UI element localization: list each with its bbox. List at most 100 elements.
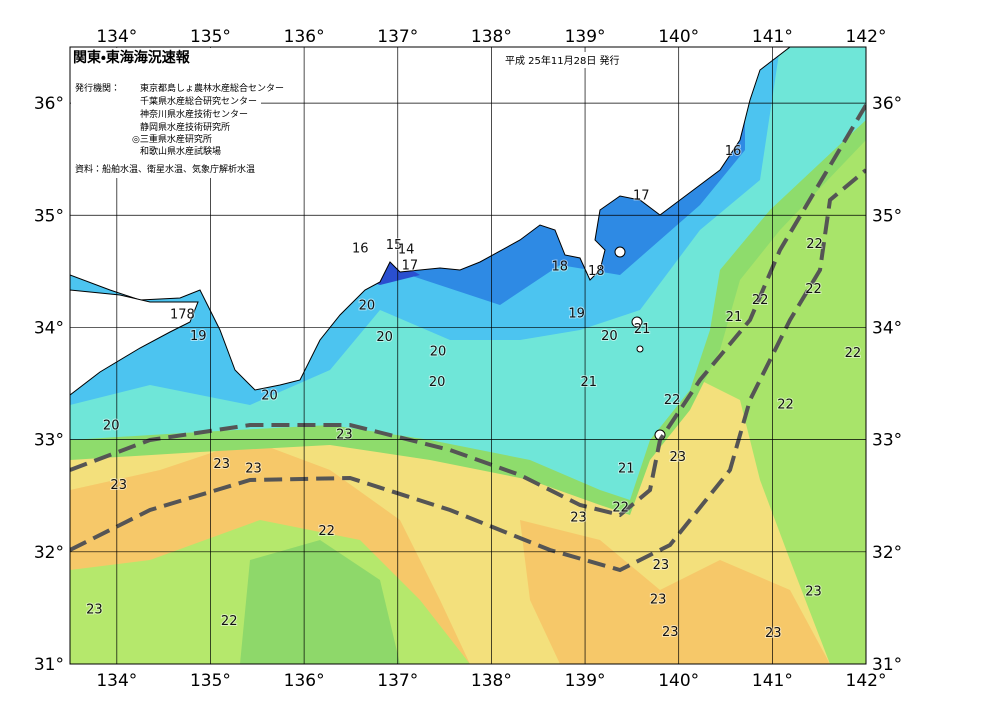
contour-label: 22 bbox=[752, 293, 769, 308]
contour-label: 20 bbox=[429, 375, 446, 390]
contour-label: 22 bbox=[845, 346, 862, 361]
lon-label-top: 138° bbox=[471, 27, 512, 47]
lon-label-bottom: 142° bbox=[846, 671, 887, 691]
axis-labels: 134° 134° 135° 135° 136° 136° 137° 137° 138° 138°… bbox=[34, 27, 902, 691]
issuer: ◎三重県水産研究所 bbox=[132, 133, 212, 145]
issuer: 静岡県水産技術研究所 bbox=[140, 121, 230, 133]
contour-label: 22 bbox=[806, 237, 823, 252]
kuroshio-axis bbox=[70, 103, 866, 518]
kuroshio-edge bbox=[70, 168, 866, 573]
contour-label: 16 bbox=[725, 144, 742, 159]
lat-label-left: 33° bbox=[34, 431, 64, 451]
contour-label: 17 bbox=[402, 258, 419, 273]
contour-label: 20 bbox=[601, 329, 618, 344]
contour-label: 23 bbox=[653, 558, 670, 573]
date-panel bbox=[500, 52, 660, 68]
contour-label: 20 bbox=[359, 299, 376, 314]
lat-label-right: 31° bbox=[872, 655, 902, 675]
contour-label: 20 bbox=[430, 345, 447, 360]
map-frame bbox=[69, 46, 867, 665]
lat-label-right: 35° bbox=[872, 206, 902, 226]
contour-label: 15 bbox=[386, 238, 403, 253]
contour-label: 21 bbox=[581, 375, 598, 390]
lon-label-bottom: 138° bbox=[471, 671, 512, 691]
issuers-label: 発行機関： bbox=[75, 82, 120, 94]
contour-label: 14 bbox=[398, 243, 415, 258]
contour-label: 22 bbox=[664, 393, 681, 408]
lat-label-left: 35° bbox=[34, 206, 64, 226]
island bbox=[636, 345, 644, 353]
warm-patch bbox=[520, 520, 830, 664]
contour-label: 22 bbox=[612, 501, 629, 516]
lat-label-left: 32° bbox=[34, 543, 64, 563]
header-panel bbox=[71, 48, 261, 178]
lat-label-right: 33° bbox=[872, 431, 902, 451]
lon-label-top: 135° bbox=[190, 27, 231, 47]
contour-label: 23 bbox=[669, 450, 686, 465]
contour-label: 22 bbox=[777, 397, 794, 412]
issue-date: 平成 25年11月28日 発行 bbox=[505, 54, 620, 67]
issuer: 千葉県水産総合研究センター bbox=[140, 95, 257, 107]
contour-label: 20 bbox=[103, 419, 120, 434]
data-source: 資料：船舶水温、衛星水温、気象庁解析水温 bbox=[75, 163, 255, 175]
lon-label-bottom: 140° bbox=[658, 671, 699, 691]
contour-label: 23 bbox=[805, 585, 822, 600]
lat-label-right: 32° bbox=[872, 543, 902, 563]
contour-label: 21 bbox=[618, 461, 635, 476]
lon-label-bottom: 141° bbox=[752, 671, 793, 691]
lon-label-bottom: 139° bbox=[565, 671, 606, 691]
contour-label: 23 bbox=[336, 428, 353, 443]
contour-label: 18 bbox=[588, 264, 605, 279]
lon-label-top: 136° bbox=[284, 27, 325, 47]
lon-label-bottom: 136° bbox=[284, 671, 325, 691]
lat-label-left: 34° bbox=[34, 318, 64, 338]
contour-label: 19 bbox=[190, 329, 207, 344]
contour-label: 20 bbox=[376, 330, 393, 345]
contour-label: 23 bbox=[86, 603, 103, 618]
contour-label: 16 bbox=[352, 241, 369, 256]
contour-label: 19 bbox=[568, 306, 585, 321]
contour-label: 20 bbox=[261, 388, 278, 403]
title: 関東・東海海況速報 bbox=[73, 49, 191, 66]
island bbox=[614, 246, 626, 258]
lon-label-top: 139° bbox=[565, 27, 606, 47]
contour-label: 21 bbox=[634, 322, 651, 337]
contour-label: 22 bbox=[805, 282, 822, 297]
contour-label: 23 bbox=[650, 593, 667, 608]
contour-label: 23 bbox=[110, 478, 127, 493]
issuer: 東京都島しょ農林水産総合センター bbox=[140, 82, 284, 94]
contour-label: 178 bbox=[170, 308, 195, 323]
contour-label: 21 bbox=[726, 310, 743, 325]
lon-label-bottom: 134° bbox=[96, 671, 137, 691]
lat-label-left: 31° bbox=[34, 655, 64, 675]
lat-label-left: 36° bbox=[34, 94, 64, 114]
lon-label-top: 137° bbox=[377, 27, 418, 47]
lon-label-top: 134° bbox=[96, 27, 137, 47]
lat-label-right: 36° bbox=[872, 94, 902, 114]
header: 関東・東海海況速報 平成 25年11月28日 発行 発行機関： 東京都島しょ農林… bbox=[71, 48, 660, 178]
contour-label: 17 bbox=[633, 189, 650, 204]
contour-label: 22 bbox=[221, 614, 238, 629]
lat-label-right: 34° bbox=[872, 318, 902, 338]
contour-label: 23 bbox=[570, 511, 587, 526]
lon-label-top: 141° bbox=[752, 27, 793, 47]
issuer: 和歌山県水産試験場 bbox=[140, 145, 221, 157]
contour-label: 23 bbox=[662, 625, 679, 640]
issuer: 神奈川県水産技術センター bbox=[140, 108, 248, 120]
contour-label: 18 bbox=[552, 259, 569, 274]
lon-label-top: 140° bbox=[658, 27, 699, 47]
contour-label: 22 bbox=[318, 524, 335, 539]
island bbox=[631, 316, 643, 328]
contour-label: 23 bbox=[213, 457, 230, 472]
lon-label-bottom: 135° bbox=[190, 671, 231, 691]
graticule bbox=[70, 47, 866, 664]
lon-label-bottom: 137° bbox=[377, 671, 418, 691]
shikoku-land bbox=[70, 289, 199, 396]
lon-label-top: 142° bbox=[846, 27, 887, 47]
contour-label: 23 bbox=[245, 461, 262, 476]
